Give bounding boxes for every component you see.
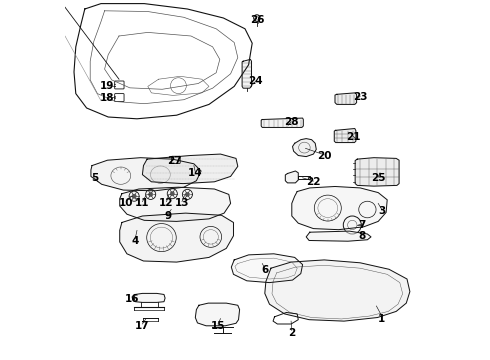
Text: 28: 28: [284, 117, 298, 127]
Text: 2: 2: [288, 328, 295, 338]
Text: 3: 3: [378, 206, 386, 216]
Text: 23: 23: [353, 92, 368, 102]
Polygon shape: [120, 187, 231, 221]
Polygon shape: [306, 231, 371, 241]
Text: 4: 4: [131, 236, 139, 246]
Text: 11: 11: [135, 198, 149, 208]
Polygon shape: [265, 260, 410, 321]
Polygon shape: [285, 171, 298, 183]
Text: 9: 9: [164, 211, 171, 221]
Polygon shape: [261, 118, 303, 127]
Text: 25: 25: [371, 173, 386, 183]
Text: 7: 7: [358, 220, 366, 230]
Text: 16: 16: [124, 294, 139, 304]
Text: 5: 5: [91, 173, 98, 183]
Text: 26: 26: [250, 15, 265, 25]
Polygon shape: [196, 303, 240, 326]
Polygon shape: [293, 139, 316, 157]
Text: 27: 27: [168, 156, 182, 166]
Text: 22: 22: [306, 177, 320, 187]
Text: 14: 14: [188, 168, 203, 178]
Circle shape: [170, 192, 174, 196]
Polygon shape: [335, 93, 357, 104]
Polygon shape: [91, 158, 201, 191]
Polygon shape: [231, 254, 303, 283]
Text: 12: 12: [159, 198, 174, 208]
Text: 13: 13: [175, 198, 189, 208]
Text: 1: 1: [378, 314, 386, 324]
Polygon shape: [134, 293, 165, 302]
Text: 19: 19: [100, 81, 115, 91]
Polygon shape: [334, 129, 356, 143]
Text: 15: 15: [211, 321, 225, 331]
Text: 18: 18: [100, 93, 115, 103]
Polygon shape: [292, 186, 387, 230]
Circle shape: [132, 194, 136, 198]
Text: 24: 24: [248, 76, 263, 86]
Circle shape: [148, 192, 153, 197]
Text: 8: 8: [358, 231, 366, 241]
Text: 6: 6: [261, 265, 269, 275]
Text: 20: 20: [317, 150, 331, 161]
Polygon shape: [355, 158, 399, 186]
Polygon shape: [242, 59, 251, 88]
Text: 21: 21: [346, 132, 360, 142]
Circle shape: [185, 192, 190, 197]
Polygon shape: [120, 213, 233, 262]
Polygon shape: [143, 154, 238, 184]
Text: 10: 10: [119, 198, 133, 208]
Text: 17: 17: [135, 321, 150, 331]
